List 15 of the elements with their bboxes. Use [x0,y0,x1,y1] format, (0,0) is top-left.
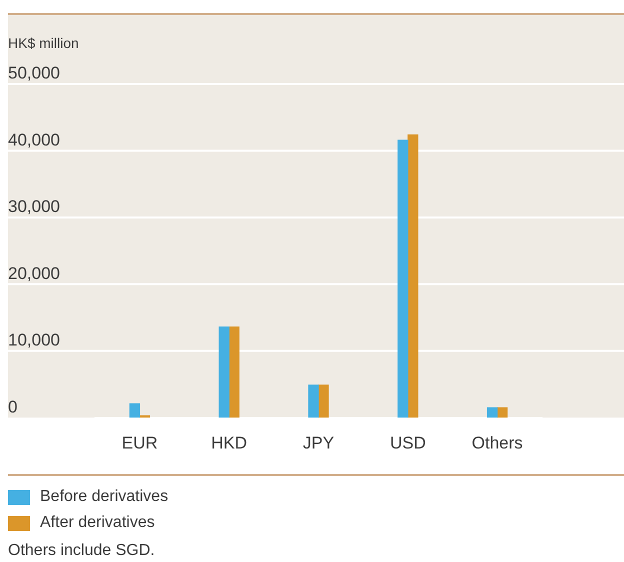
x-tick-label: Others [472,433,523,452]
legend-label: After derivatives [40,514,155,532]
y-axis-title: HK$ million [8,35,79,51]
legend-label: Before derivatives [40,488,168,506]
y-tick-label: 20,000 [8,264,60,283]
y-tick-label: 40,000 [8,130,60,150]
y-tick-label: 30,000 [8,197,60,216]
text: Others include SGD. [8,542,156,560]
y-tick-label: 10,000 [8,330,60,350]
x-tick-label: EUR [122,433,158,452]
x-tick-label: HKD [211,433,248,452]
y-tick-label: 0 [8,397,18,416]
x-tick-label: USD [390,433,426,452]
x-tick-label: JPY [302,433,334,452]
y-tick-label: 50,000 [8,64,60,83]
